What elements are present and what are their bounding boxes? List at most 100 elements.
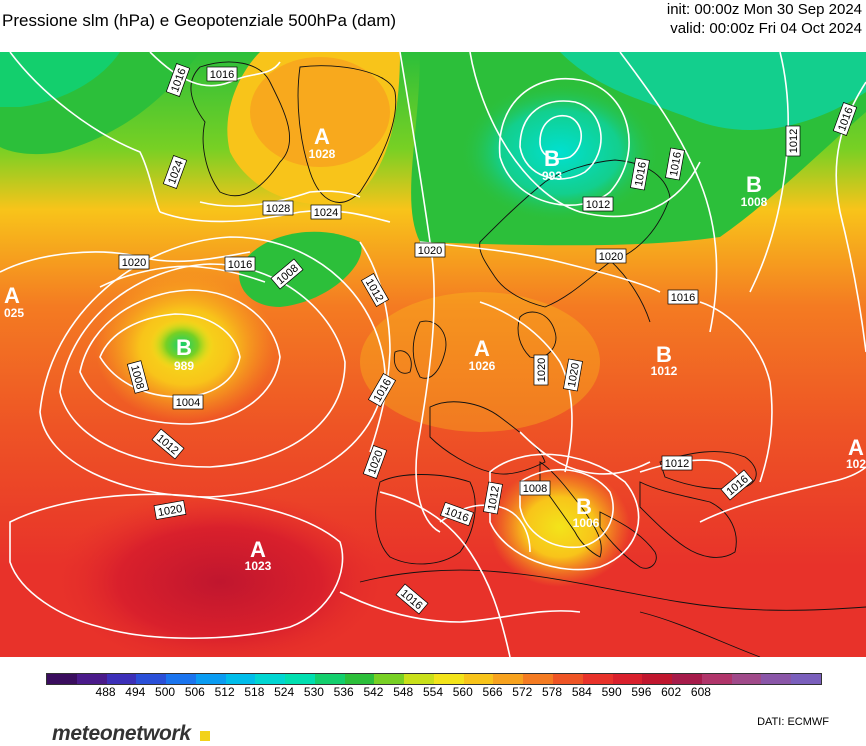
svg-text:A: A: [314, 124, 330, 149]
isobar-label: 1016: [210, 69, 234, 81]
colorbar-cell: [195, 674, 226, 684]
greenland-ridge-core: [250, 57, 390, 167]
colorbar-tick-label: 596: [631, 685, 652, 699]
colorbar-tick-label: 590: [601, 685, 622, 699]
svg-text:A: A: [250, 537, 266, 562]
colorbar-tick-label: 512: [214, 685, 235, 699]
colorbar-cell: [642, 674, 673, 684]
svg-text:1006: 1006: [573, 516, 600, 530]
colorbar-cell: [582, 674, 613, 684]
colorbar-cell: [404, 674, 434, 684]
colorbar-tick-label: 506: [184, 685, 205, 699]
colorbar-tick-label: 572: [512, 685, 533, 699]
isobar-label: 1020: [157, 503, 183, 519]
colorbar-cell: [166, 674, 196, 684]
colorbar-tick-label: 566: [482, 685, 503, 699]
colorbar-cell: [314, 674, 345, 684]
colorbar-cell: [433, 674, 464, 684]
colorbar-cell: [523, 674, 554, 684]
labrador-cyan: [0, 52, 120, 107]
isobar-label: 1012: [788, 129, 800, 153]
data-credit: DATI: ECMWF: [757, 716, 829, 728]
svg-text:B: B: [576, 494, 592, 519]
colorbar-cell: [255, 674, 286, 684]
svg-text:B: B: [746, 172, 762, 197]
azores-ridge: [50, 492, 390, 657]
norway-trough: [460, 82, 660, 222]
colorbar-cell: [761, 674, 792, 684]
central-europe-field: [360, 292, 600, 432]
svg-text:1023: 1023: [245, 559, 272, 573]
isobar-labels: 1016 1016 1024 1028 1024 1020 1016 1008 …: [118, 63, 858, 615]
isobar-label: 1012: [586, 199, 610, 211]
colorbar-tick-label: 548: [393, 685, 414, 699]
colorbar-ticks: 488 494 500 506 512 518 524 530 536 542 548 554 560 5…: [46, 685, 820, 701]
svg-text:989: 989: [174, 359, 194, 373]
colorbar-cell: [701, 674, 732, 684]
svg-text:B: B: [544, 146, 560, 171]
isobar-label: 1008: [523, 483, 547, 495]
isobar-label: 1028: [266, 203, 290, 215]
weather-map: 1016 1016 1024 1028 1024 1020 1016 1008 …: [0, 52, 866, 657]
colorbar-cell: [76, 674, 107, 684]
colorbar-tick-label: 542: [363, 685, 384, 699]
colorbar-cell: [374, 674, 405, 684]
colorbar-cell: [463, 674, 494, 684]
isobar-label: 1020: [566, 362, 582, 388]
atlantic-cutoff-core: [150, 319, 214, 371]
isobar-label: 1020: [536, 358, 548, 382]
brand-logo-square: [200, 731, 210, 741]
colorbar-cell: [612, 674, 643, 684]
svg-text:A: A: [4, 283, 20, 308]
isobar-label: 1016: [668, 151, 684, 177]
map-canvas: 1016 1016 1024 1028 1024 1020 1016 1008 …: [0, 52, 866, 657]
colorbar-tick-label: 554: [422, 685, 444, 699]
colorbar-tick-label: 530: [303, 685, 324, 699]
isobar-label: 1020: [122, 257, 146, 269]
isobar-label: 1016: [228, 259, 252, 271]
isobar-label: 1016: [671, 292, 695, 304]
colorbar-tick-label: 518: [244, 685, 265, 699]
colorbar-cell: [791, 674, 821, 684]
colorbar-cell: [136, 674, 167, 684]
colorbar-cell: [344, 674, 375, 684]
cyan-band: [560, 52, 866, 131]
svg-text:B: B: [176, 335, 192, 360]
svg-text:A: A: [474, 336, 490, 361]
colorbar-tick-label: 488: [95, 685, 116, 699]
colorbar-tick-label: 524: [274, 685, 295, 699]
isobar-label: 1016: [633, 161, 649, 187]
colorbar-tick-label: 560: [452, 685, 473, 699]
run-info: init: 00:00z Mon 30 Sep 2024 valid: 00:0…: [667, 0, 862, 38]
isobar-label: 1020: [418, 245, 442, 257]
colorbar-tick-label: 608: [690, 685, 711, 699]
colorbar-cell: [731, 674, 762, 684]
colorbar-tick-label: 494: [125, 685, 146, 699]
svg-text:A: A: [848, 435, 864, 460]
colorbar-tick-label: 536: [333, 685, 354, 699]
colorbar-cell: [225, 674, 256, 684]
colorbar-tick-label: 602: [661, 685, 682, 699]
colorbar-cell: [493, 674, 524, 684]
brand-logo: meteonetwork: [52, 722, 191, 745]
map-title: Pressione slm (hPa) e Geopotenziale 500h…: [2, 11, 397, 30]
svg-text:B: B: [656, 342, 672, 367]
colorbar-cell: [47, 674, 77, 684]
colorbar-cell: [553, 674, 583, 684]
svg-text:102: 102: [846, 457, 866, 471]
svg-text:1008: 1008: [741, 195, 768, 209]
colorbar-cell: [672, 674, 702, 684]
isobar-label: 1024: [314, 207, 338, 219]
colorbar-tick-label: 584: [571, 685, 592, 699]
colorbar-tick-label: 578: [542, 685, 563, 699]
isobar-label: 1012: [665, 458, 689, 470]
colorbar: [46, 673, 822, 685]
isobar-label: 1004: [176, 397, 200, 409]
valid-time: valid: 00:00z Fri 04 Oct 2024: [670, 20, 862, 37]
